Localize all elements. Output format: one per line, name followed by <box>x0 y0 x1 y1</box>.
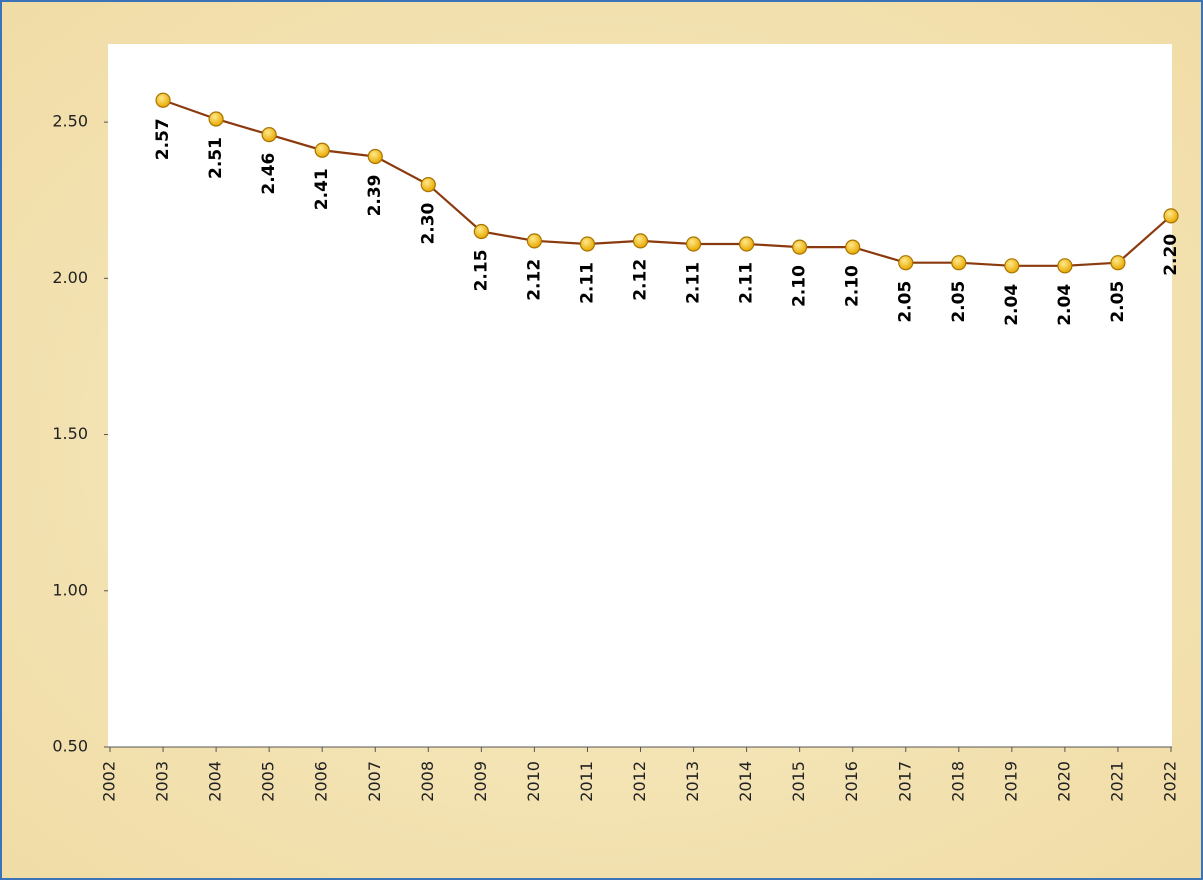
y-tick-label: 1.50 <box>52 424 88 443</box>
data-label: 2.10 <box>843 265 863 307</box>
x-tick-label: 2002 <box>100 761 119 802</box>
x-tick-label: 2008 <box>418 761 437 802</box>
series-line <box>162 99 1172 267</box>
marker <box>845 239 861 255</box>
data-label: 2.12 <box>524 259 544 301</box>
y-tick-label: 2.00 <box>52 268 88 287</box>
x-tick-label: 2019 <box>1001 761 1020 802</box>
marker <box>261 127 277 143</box>
data-label: 2.12 <box>631 259 651 301</box>
x-tick-label: 2013 <box>683 761 702 802</box>
x-tick-label: 2022 <box>1161 761 1180 802</box>
marker <box>420 177 436 193</box>
marker <box>1004 258 1020 274</box>
marker <box>632 233 649 249</box>
marker <box>579 236 596 252</box>
data-label: 2.05 <box>1108 281 1128 323</box>
data-label: 2.05 <box>896 281 916 323</box>
x-tick-label: 2015 <box>789 761 808 802</box>
x-tick-label: 2016 <box>842 761 861 802</box>
marker <box>155 92 171 108</box>
x-tick-label: 2010 <box>524 761 543 802</box>
data-label: 2.11 <box>684 262 704 304</box>
y-tick-label: 0.50 <box>52 737 88 756</box>
data-label: 2.46 <box>259 153 279 195</box>
data-label: 2.57 <box>153 118 173 160</box>
marker <box>738 236 755 252</box>
data-label: 2.30 <box>418 202 438 244</box>
marker <box>1163 208 1179 224</box>
marker <box>951 255 967 271</box>
marker <box>1110 255 1126 271</box>
data-label: 2.39 <box>365 174 385 216</box>
marker <box>526 233 543 249</box>
data-label: 2.15 <box>471 249 491 291</box>
x-tick-label: 2007 <box>365 761 384 802</box>
marker <box>367 148 383 165</box>
marker <box>473 223 489 240</box>
marker <box>208 111 224 127</box>
y-tick-label: 2.50 <box>52 112 88 131</box>
data-label: 2.04 <box>1002 284 1022 326</box>
x-tick-label: 2009 <box>471 761 490 802</box>
x-tick-label: 2011 <box>577 761 596 802</box>
x-tick-label: 2004 <box>206 761 225 802</box>
data-label: 2.04 <box>1055 284 1075 326</box>
x-tick-label: 2018 <box>948 761 967 802</box>
data-label: 2.11 <box>577 262 597 304</box>
y-tick-label: 1.00 <box>52 580 88 599</box>
marker <box>792 239 808 255</box>
x-tick-label: 2012 <box>630 761 649 802</box>
marker <box>898 255 914 271</box>
data-label: 2.41 <box>312 168 332 210</box>
data-label: 2.05 <box>949 281 969 323</box>
marker <box>1057 258 1073 274</box>
data-label: 2.20 <box>1161 234 1181 276</box>
x-tick-label: 2005 <box>259 761 278 802</box>
x-tick-label: 2021 <box>1107 761 1126 802</box>
x-tick-label: 2017 <box>895 761 914 802</box>
marker <box>685 236 702 252</box>
data-label: 2.10 <box>790 265 810 307</box>
data-label: 2.11 <box>737 262 757 304</box>
x-tick-label: 2006 <box>312 761 331 802</box>
x-tick-label: 2014 <box>736 761 755 802</box>
marker <box>314 142 330 158</box>
plot-area <box>108 44 1172 747</box>
data-label: 2.51 <box>206 137 226 179</box>
x-tick-label: 2003 <box>153 761 172 802</box>
x-tick-label: 2020 <box>1054 761 1073 802</box>
